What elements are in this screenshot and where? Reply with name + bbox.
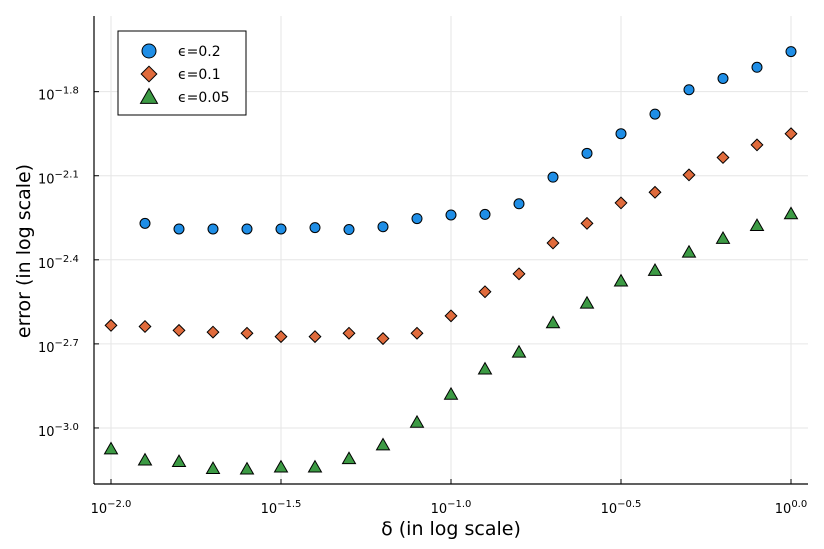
data-point-series-3 <box>409 414 425 428</box>
data-point-series-3 <box>375 437 391 451</box>
data-point-series-3 <box>103 441 119 455</box>
data-point-series-3 <box>613 273 629 287</box>
data-point-series-3 <box>579 295 595 309</box>
data-point-series-2 <box>342 326 356 340</box>
y-tick-label: 10−2.4 <box>38 254 79 272</box>
legend: ϵ=0.2 ϵ=0.1 ϵ=0.05 <box>117 30 247 116</box>
x-tick-label: 10−2.0 <box>91 499 132 517</box>
data-point-series-2 <box>104 318 118 332</box>
data-point-series-2 <box>682 168 696 182</box>
data-point-series-3 <box>749 218 765 231</box>
data-point-series-3 <box>647 262 663 276</box>
data-point-series-2 <box>206 325 220 339</box>
data-point-series-3 <box>171 454 187 467</box>
data-point-series-1 <box>581 147 593 159</box>
data-point-series-3 <box>239 461 255 475</box>
axes-layer <box>93 16 808 485</box>
y-tick-label: 10−1.8 <box>38 86 79 104</box>
data-point-series-1 <box>411 213 423 225</box>
data-point-series-3 <box>715 231 731 244</box>
data-point-series-1 <box>445 209 457 221</box>
y-tick-label: 10−2.1 <box>38 170 79 188</box>
data-point-series-2 <box>240 326 254 340</box>
data-point-series-2 <box>444 309 458 323</box>
data-point-series-2 <box>376 332 390 346</box>
data-point-series-2 <box>648 185 662 199</box>
data-point-series-2 <box>784 127 798 141</box>
data-point-series-3 <box>477 361 493 375</box>
data-point-series-1 <box>207 223 219 235</box>
data-point-series-3 <box>783 206 799 220</box>
data-point-series-1 <box>377 221 389 233</box>
data-point-series-2 <box>750 138 764 152</box>
data-point-series-2 <box>614 196 628 210</box>
data-point-series-1 <box>241 223 253 235</box>
data-point-series-1 <box>275 223 287 235</box>
data-point-series-3 <box>545 315 561 329</box>
data-point-series-1 <box>309 222 321 234</box>
data-point-series-2 <box>478 285 492 299</box>
data-point-series-2 <box>274 330 288 344</box>
x-tick-label: 10−1.5 <box>261 499 302 517</box>
data-point-series-1 <box>139 217 151 229</box>
series-3 <box>103 206 799 475</box>
data-point-series-1 <box>479 208 491 220</box>
y-axis-title: error (in log scale) <box>13 164 35 338</box>
data-point-series-1 <box>649 108 661 120</box>
data-point-series-1 <box>173 223 185 235</box>
legend-label-series-3: ϵ=0.05 <box>178 90 230 106</box>
data-point-series-1 <box>717 72 729 84</box>
data-point-series-1 <box>343 224 355 236</box>
legend-label-series-1: ϵ=0.2 <box>178 44 221 60</box>
data-point-series-2 <box>580 216 594 230</box>
data-point-series-3 <box>681 244 697 258</box>
tick-labels: 10−2.0 10−1.5 10−1.0 10−0.5 100.0 10−1.8 10−2.… <box>38 86 807 517</box>
x-tick-label: 10−0.5 <box>601 499 642 517</box>
data-point-series-2 <box>138 319 152 334</box>
data-point-series-1 <box>547 171 559 183</box>
data-point-series-1 <box>513 198 525 210</box>
y-tick-label: 10−2.7 <box>38 338 79 356</box>
legend-marker-series-1 <box>141 43 157 59</box>
data-point-series-2 <box>546 236 560 250</box>
x-tick-label: 100.0 <box>775 499 807 517</box>
data-point-series-2 <box>308 330 322 344</box>
legend-box <box>117 30 247 116</box>
data-point-series-3 <box>273 459 289 473</box>
data-point-series-2 <box>410 326 424 340</box>
legend-label-series-2: ϵ=0.1 <box>178 67 221 83</box>
x-tick-label: 10−1.0 <box>431 499 472 517</box>
legend-marker-series-2 <box>140 65 158 83</box>
data-point-series-1 <box>615 128 627 140</box>
legend-marker-series-3 <box>139 87 159 104</box>
series-2 <box>104 127 798 346</box>
data-point-series-1 <box>683 84 695 96</box>
data-point-series-3 <box>341 451 357 465</box>
data-point-series-3 <box>443 386 459 400</box>
data-point-series-3 <box>511 344 527 358</box>
data-point-series-3 <box>205 461 221 474</box>
y-tick-label: 10−3.0 <box>38 422 79 440</box>
data-point-series-2 <box>172 323 186 337</box>
x-axis-title: δ (in log scale) <box>381 518 521 540</box>
data-point-series-1 <box>785 46 797 58</box>
series-1 <box>139 46 797 236</box>
data-point-series-3 <box>137 452 153 466</box>
data-point-series-2 <box>512 267 526 281</box>
data-point-series-3 <box>307 459 323 473</box>
data-point-series-1 <box>751 61 763 73</box>
data-point-series-2 <box>716 151 730 165</box>
series-layer <box>103 46 799 475</box>
